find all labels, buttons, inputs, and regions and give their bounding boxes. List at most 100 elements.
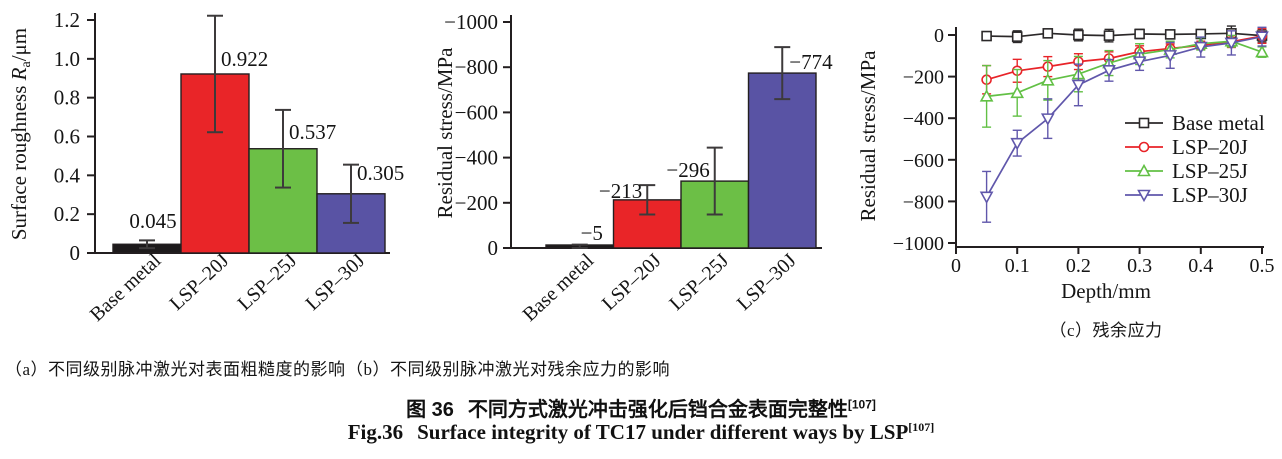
square-marker	[1042, 28, 1054, 39]
y-tick-label: 0.8	[54, 86, 80, 110]
series-line	[986, 40, 1263, 98]
series-line	[985, 35, 1263, 198]
category-label: LSP–20J	[166, 249, 234, 315]
caption-b: （b）不同级别脉冲激光对残余应力的影响	[346, 360, 670, 379]
y-tick-label: −400	[903, 108, 944, 130]
legend-item-lsp-30j: LSP–30J	[1125, 183, 1248, 207]
triangle-down-marker	[1163, 50, 1178, 63]
triangle-down-marker	[1255, 31, 1269, 44]
series-lsp-20j	[981, 28, 1268, 95]
series-lsp-30j	[979, 26, 1269, 223]
value-label: −213	[599, 179, 642, 203]
square-marker	[1103, 30, 1115, 41]
legend-label: LSP–20J	[1172, 135, 1248, 159]
triangle-down-marker	[1040, 113, 1055, 126]
series-lsp-25j	[979, 34, 1269, 128]
y-tick-label: −200	[903, 67, 944, 89]
category-label: Base metal	[86, 249, 166, 326]
circle-marker	[1138, 141, 1150, 153]
y-axis-title: Residual stress/MPa	[433, 47, 457, 219]
value-label: 0.922	[221, 47, 268, 71]
category-label: LSP–30J	[302, 249, 370, 315]
value-label: 0.537	[289, 120, 336, 144]
plot-b: 0 −200 −400 −600 −800 −1000 Residual stress/MP…	[433, 10, 833, 326]
figure-title-en: Surface integrity of TC17 under differen…	[417, 420, 909, 444]
triangle-down-marker	[1071, 79, 1086, 93]
square-marker	[1138, 117, 1150, 129]
y-tick-label: −400	[455, 146, 498, 170]
plot-a: 0 0.2 0.4 0.6 0.8 1.0 1.2 Surface roughness Ra/…	[7, 8, 404, 326]
triangle-down-marker	[1102, 65, 1116, 78]
series-base-metal	[981, 25, 1268, 44]
y-tick-label: −1000	[444, 10, 498, 34]
chart-c-residual-stress-depth: 0 −200 −400 −600 −800 −1000 0 0.1 0.2 0.3 0.4 0.5 De…	[856, 25, 1275, 303]
series-line	[986, 35, 1263, 81]
series-line	[986, 32, 1263, 38]
legend-item-base-metal: Base metal	[1125, 111, 1265, 135]
figure-number-en: Fig.36	[347, 420, 404, 444]
y-tick-label: 1.2	[54, 8, 80, 32]
x-tick-label: 0.2	[1066, 255, 1091, 277]
y-tick-label: 0	[934, 25, 944, 47]
triangle-down-marker	[979, 191, 994, 204]
y-axis-title: Surface roughness Ra/μm	[7, 28, 34, 240]
value-label: 0.045	[129, 209, 176, 233]
caption-a: （a）不同级别脉冲激光对表面粗糙度的影响	[5, 360, 346, 379]
square-marker	[1011, 31, 1023, 42]
legend-label: LSP–25J	[1172, 159, 1248, 183]
category-label: Base metal	[519, 249, 599, 326]
triangle-up-marker	[979, 89, 994, 102]
y-tick-label: 0.6	[54, 125, 80, 149]
x-tick-label: 0.5	[1250, 255, 1275, 277]
square-marker	[1073, 29, 1084, 41]
x-axis-title: Depth/mm	[1061, 279, 1151, 303]
legend-item-lsp-25j: LSP–25J	[1125, 159, 1248, 183]
figure-number-zh: 图 36	[406, 399, 454, 421]
triangle-down-marker	[1137, 189, 1151, 203]
category-label: LSP–25J	[234, 249, 302, 315]
triangle-down-marker	[1132, 56, 1147, 69]
triangle-up-marker	[1255, 44, 1269, 58]
y-tick-label: −200	[455, 191, 498, 215]
y-tick-label: −600	[455, 100, 498, 124]
value-label: −5	[581, 221, 603, 245]
figure-caption-zh: 图 36 不同方式激光冲击强化后铛合金表面完整性[107]	[0, 393, 1282, 422]
y-tick-label: 0	[488, 236, 499, 260]
category-label: LSP–25J	[665, 249, 733, 315]
x-tick-label: 0.4	[1188, 255, 1213, 277]
value-label: −296	[666, 158, 709, 182]
square-marker	[1164, 29, 1176, 40]
figure-caption-en: Fig.36 Surface integrity of TC17 under di…	[0, 420, 1282, 445]
triangle-down-marker	[1010, 137, 1025, 151]
caption-c: （c）残余应力	[1049, 321, 1163, 340]
square-marker	[1134, 28, 1145, 40]
y-tick-label: −600	[903, 150, 944, 172]
legend-label: LSP–30J	[1172, 183, 1248, 207]
y-tick-label: 1.0	[54, 47, 80, 71]
category-label: LSP–20J	[598, 249, 666, 315]
y-axis-title: Residual stress/MPa	[856, 50, 880, 222]
x-tick-label: 0	[951, 255, 961, 277]
x-tick-label: 0.1	[1005, 255, 1030, 277]
figure-citation-en: [107]	[908, 420, 935, 434]
y-tick-label: −800	[455, 55, 498, 79]
triangle-down-marker	[1224, 37, 1239, 51]
figure-title-zh: 不同方式激光冲击强化后铛合金表面完整性	[467, 399, 848, 421]
bar-lsp-30j	[747, 72, 817, 249]
x-tick-label: 0.3	[1127, 255, 1152, 277]
triangle-up-marker	[1137, 163, 1151, 177]
legend-item-lsp-20j: LSP–20J	[1125, 135, 1248, 159]
y-tick-label: −1000	[893, 233, 944, 255]
square-marker	[981, 30, 992, 42]
value-label: 0.305	[357, 161, 404, 185]
y-tick-label: 0.4	[54, 163, 81, 187]
triangle-down-marker	[1193, 41, 1208, 55]
plot-c: 0 −200 −400 −600 −800 −1000 0 0.1 0.2 0.3 0.4 0.5 De…	[856, 25, 1275, 303]
y-tick-label: 0	[70, 241, 81, 265]
chart-a-surface-roughness: 0 0.2 0.4 0.6 0.8 1.0 1.2 Surface roughness Ra/…	[7, 8, 404, 326]
triangle-up-marker	[1010, 85, 1025, 99]
triangle-up-marker	[1040, 73, 1055, 86]
value-label: −774	[789, 50, 833, 74]
